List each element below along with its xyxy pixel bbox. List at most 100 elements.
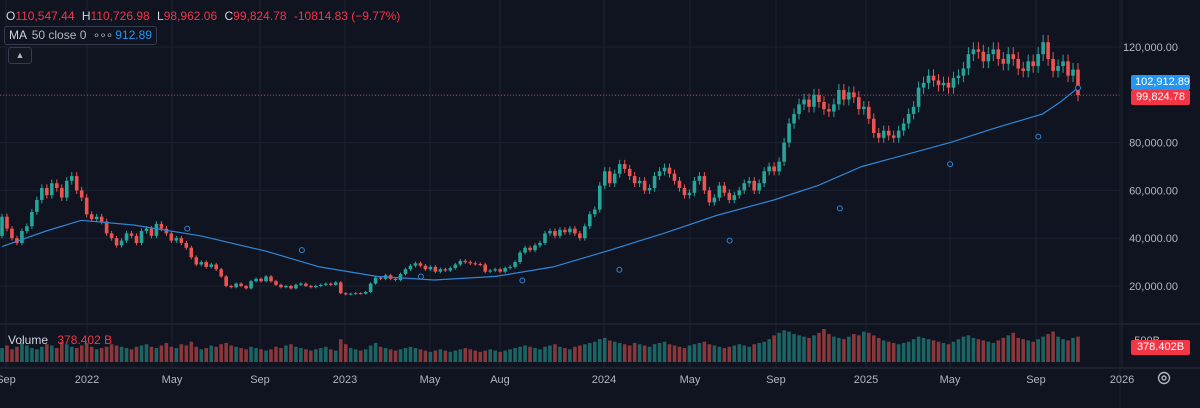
- candle: [79, 186, 84, 201]
- volume-bar: [747, 346, 752, 362]
- low-key: L: [157, 9, 164, 23]
- volume-bar: [174, 348, 179, 362]
- volume-value: 378.402 B: [57, 333, 113, 347]
- candle: [473, 261, 478, 266]
- volume-bar: [423, 350, 428, 362]
- volume-bar: [742, 345, 747, 362]
- candle: [752, 177, 756, 194]
- volume-bar: [847, 336, 851, 362]
- volume-bar: [109, 344, 114, 362]
- candle: [832, 98, 836, 118]
- x-axis-tick-label: 2024: [592, 374, 616, 386]
- volume-bar: [946, 344, 951, 362]
- candle: [921, 76, 926, 94]
- gear-icon[interactable]: [1155, 370, 1173, 388]
- candle: [822, 96, 826, 115]
- volume-bar: [294, 346, 298, 362]
- volume-bar: [373, 342, 378, 362]
- candle: [119, 238, 124, 248]
- volume-bar: [493, 350, 497, 362]
- candle: [328, 282, 333, 287]
- candle: [498, 267, 502, 274]
- candle: [901, 118, 906, 136]
- candle: [911, 101, 916, 120]
- volume-bar: [99, 348, 104, 362]
- volume-bar: [583, 344, 587, 362]
- volume-bar: [25, 345, 29, 362]
- x-axis-tick-label: Sep: [766, 374, 786, 386]
- candle: [1046, 34, 1050, 66]
- ma-marker: [519, 277, 526, 284]
- volume-bar: [338, 339, 343, 362]
- candle: [428, 265, 433, 271]
- candle: [1006, 47, 1011, 71]
- candle: [169, 230, 174, 243]
- volume-bar: [453, 350, 458, 362]
- candle: [772, 162, 776, 176]
- candle: [244, 284, 248, 290]
- volume-bar: [35, 349, 39, 362]
- candle: [214, 262, 218, 271]
- volume-bar: [498, 351, 502, 362]
- volume-bar: [961, 336, 966, 362]
- volume-bar: [717, 346, 722, 362]
- volume-bar: [767, 339, 771, 362]
- volume-bar: [79, 345, 84, 362]
- candle: [687, 189, 692, 199]
- volume-bar: [911, 339, 916, 362]
- candle: [30, 208, 34, 229]
- ma-indicator-legend[interactable]: MA 50 close 0 ∘∘∘ 912.89: [4, 26, 157, 45]
- candle: [662, 163, 667, 176]
- candle: [981, 44, 986, 69]
- candle: [961, 61, 966, 83]
- candle: [1036, 47, 1040, 73]
- volume-bar: [1016, 337, 1021, 362]
- ma-more-icon[interactable]: ∘∘∘: [92, 28, 114, 42]
- candle: [916, 81, 921, 113]
- candle: [573, 226, 577, 236]
- volume-bar: [971, 337, 976, 362]
- volume-bar: [184, 345, 189, 362]
- volume-bar: [941, 342, 946, 362]
- volume-bar: [543, 346, 547, 362]
- volume-bar: [314, 349, 318, 362]
- volume-bar: [114, 345, 119, 362]
- volume-bar: [662, 341, 667, 362]
- volume-bar: [797, 335, 801, 362]
- volume-bar: [627, 345, 632, 362]
- candle: [906, 108, 911, 129]
- volume-bar: [358, 350, 363, 362]
- chart-grid: [0, 0, 1123, 368]
- candle: [951, 71, 956, 94]
- volume-bar: [1021, 339, 1025, 362]
- candle: [807, 93, 811, 113]
- candle: [647, 184, 652, 194]
- y-axis-tick-label: 20,000.00: [1129, 281, 1178, 293]
- volume-bar: [578, 345, 582, 362]
- volume-bar: [981, 340, 986, 362]
- volume-bar: [707, 344, 712, 362]
- candle: [10, 226, 14, 241]
- candle: [747, 177, 752, 187]
- volume-bar: [10, 349, 14, 362]
- volume-bar: [1071, 337, 1075, 362]
- volume-bar: [458, 349, 463, 362]
- candle: [274, 279, 278, 287]
- volume-bar: [966, 335, 971, 362]
- chevron-up-icon[interactable]: ▲: [8, 47, 32, 64]
- candle: [1066, 54, 1070, 83]
- candle: [324, 282, 328, 287]
- ma-line-markers: [184, 84, 1081, 284]
- volume-bar: [732, 345, 737, 362]
- candle: [209, 262, 214, 269]
- candle: [508, 265, 512, 270]
- candle: [403, 267, 408, 276]
- volume-bar: [1006, 335, 1011, 362]
- volume-bar: [259, 349, 263, 362]
- volume-bar: [134, 346, 139, 362]
- high-value: 110,726.98: [90, 9, 150, 23]
- volume-bar: [199, 349, 204, 362]
- volume-bar: [84, 342, 89, 362]
- candle: [757, 179, 761, 194]
